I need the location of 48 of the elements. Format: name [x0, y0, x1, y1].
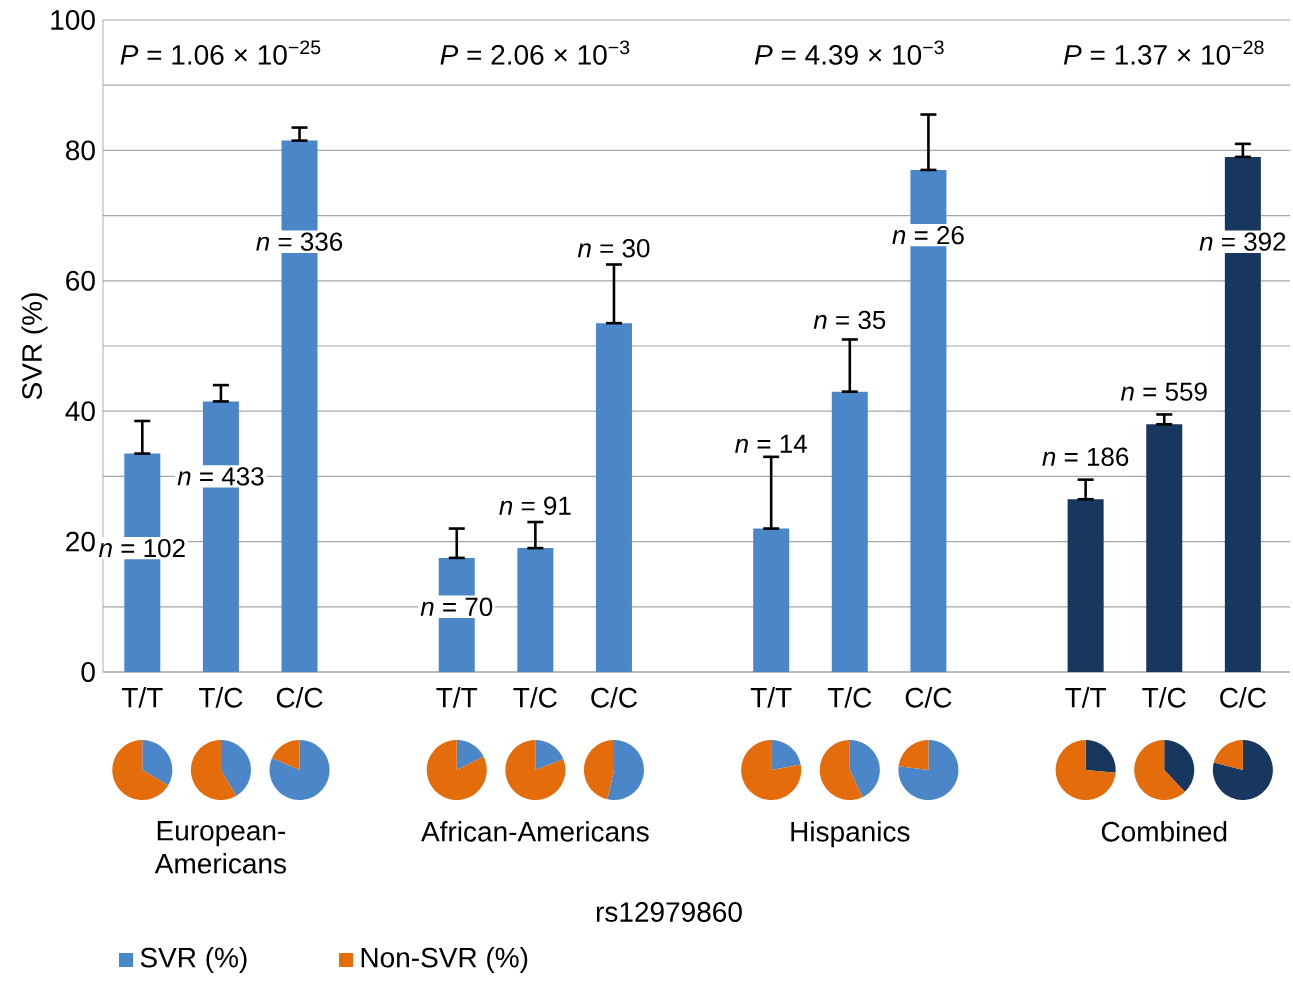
- y-tick-label: 0: [81, 662, 95, 682]
- bar: [595, 323, 632, 672]
- x-tick-label: T/T: [1065, 687, 1106, 708]
- y-axis-title: SVR (%): [21, 293, 48, 400]
- bar: [1146, 424, 1183, 672]
- text: Hispanics: [791, 821, 910, 848]
- bar: [831, 391, 868, 672]
- bar: [517, 548, 554, 672]
- x-axis-title: rs12979860: [596, 902, 742, 922]
- x-tick-label: T/C: [513, 687, 557, 708]
- x-tick-label: T/T: [121, 687, 163, 708]
- annotation: n = 26: [892, 225, 964, 245]
- x-tick-label: T/C: [1142, 687, 1186, 708]
- x-tick-label: C/C: [591, 687, 638, 708]
- y-tick-label: 80: [66, 140, 95, 161]
- x-tick-label: T/T: [436, 687, 478, 708]
- annotation: P = 1.06 × 10$^{−25}$: [120, 40, 321, 65]
- y-tick-label: 40: [65, 401, 95, 422]
- text: European-Americans: [154, 821, 287, 874]
- annotation: n = 433: [177, 467, 264, 486]
- annotation: n = 30: [577, 238, 650, 258]
- x-tick-label: C/C: [1220, 687, 1266, 708]
- annotation: n = 336: [256, 232, 343, 251]
- annotation: n = 559: [1120, 382, 1207, 401]
- annotation: n = 14: [735, 434, 807, 453]
- x-tick-label: T/T: [750, 687, 792, 708]
- annotation: n = 35: [813, 310, 886, 330]
- bar: [1067, 499, 1104, 672]
- x-tick-label: C/C: [276, 687, 323, 708]
- annotation: n = 186: [1042, 447, 1129, 467]
- y-tick-label: 20: [66, 531, 95, 552]
- annotation: P = 4.39 × 10$^{−3}$: [754, 40, 944, 65]
- legend-label: SVR (%): [140, 946, 247, 974]
- annotation: n = 102: [99, 538, 185, 558]
- x-tick-label: C/C: [905, 687, 952, 708]
- text: Combined: [1101, 821, 1227, 842]
- legend-label: Non-SVR (%): [361, 946, 528, 974]
- text: African-Americans: [421, 821, 649, 842]
- annotation: n = 91: [499, 496, 571, 515]
- x-tick-label: T/C: [827, 687, 872, 708]
- annotation: n = 392: [1199, 232, 1286, 251]
- annotation: n = 70: [420, 597, 493, 616]
- y-tick-label: 60: [66, 270, 95, 291]
- annotation: P = 1.37 × 10$^{−28}$: [1063, 40, 1264, 65]
- bar: [753, 528, 790, 672]
- y-tick-label: 100: [51, 10, 95, 30]
- x-tick-label: T/C: [198, 687, 243, 708]
- annotation: P = 2.06 × 10$^{−3}$: [440, 40, 630, 65]
